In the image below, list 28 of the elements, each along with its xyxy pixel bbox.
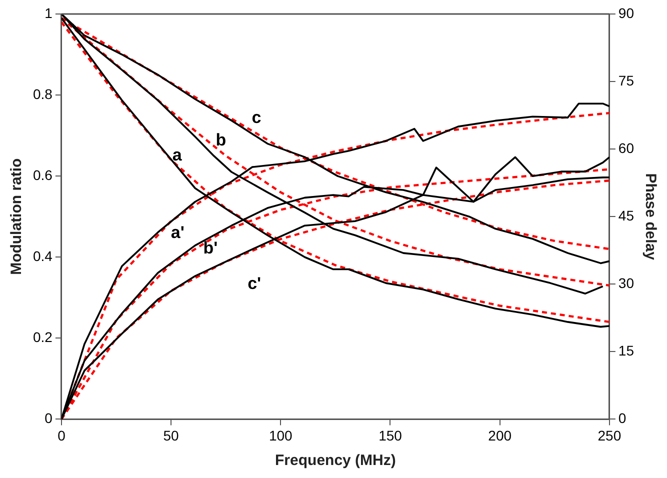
- y2-tick-label: 45: [618, 207, 634, 224]
- x-tick-label: 50: [163, 427, 180, 444]
- y2-tick-label: 15: [618, 342, 634, 359]
- x-tick-label: 150: [378, 427, 402, 444]
- series-label: a: [172, 146, 182, 165]
- y-tick-label: 1: [44, 4, 53, 21]
- y-tick-label: 0.6: [32, 166, 53, 183]
- x-tick-label: 250: [598, 427, 622, 444]
- x-tick-label: 200: [488, 427, 512, 444]
- series-label: c: [252, 108, 262, 128]
- series-label: c': [248, 274, 262, 293]
- y2-tick-label: 60: [618, 140, 634, 156]
- y-tick-label: 0.4: [32, 248, 53, 264]
- series-label: b: [216, 130, 226, 150]
- x-axis-title: Frequency (MHz): [275, 452, 396, 470]
- y2-axis-title: Phase delay: [642, 173, 659, 261]
- x-tick-label: 0: [58, 427, 66, 444]
- y-tick-label: 0.8: [32, 86, 53, 102]
- y-tick-label: 0.2: [32, 329, 53, 346]
- series-label: a': [170, 222, 184, 242]
- x-tick-label: 100: [268, 427, 293, 444]
- y2-tick-label: 90: [618, 4, 634, 21]
- y-axis-title: Modulation ratio: [8, 158, 26, 275]
- y-tick-label: 0: [44, 410, 53, 426]
- y2-tick-label: 30: [618, 274, 634, 291]
- series-label: b': [203, 238, 218, 258]
- y2-tick-label: 0: [618, 410, 626, 426]
- y2-tick-label: 75: [618, 72, 634, 88]
